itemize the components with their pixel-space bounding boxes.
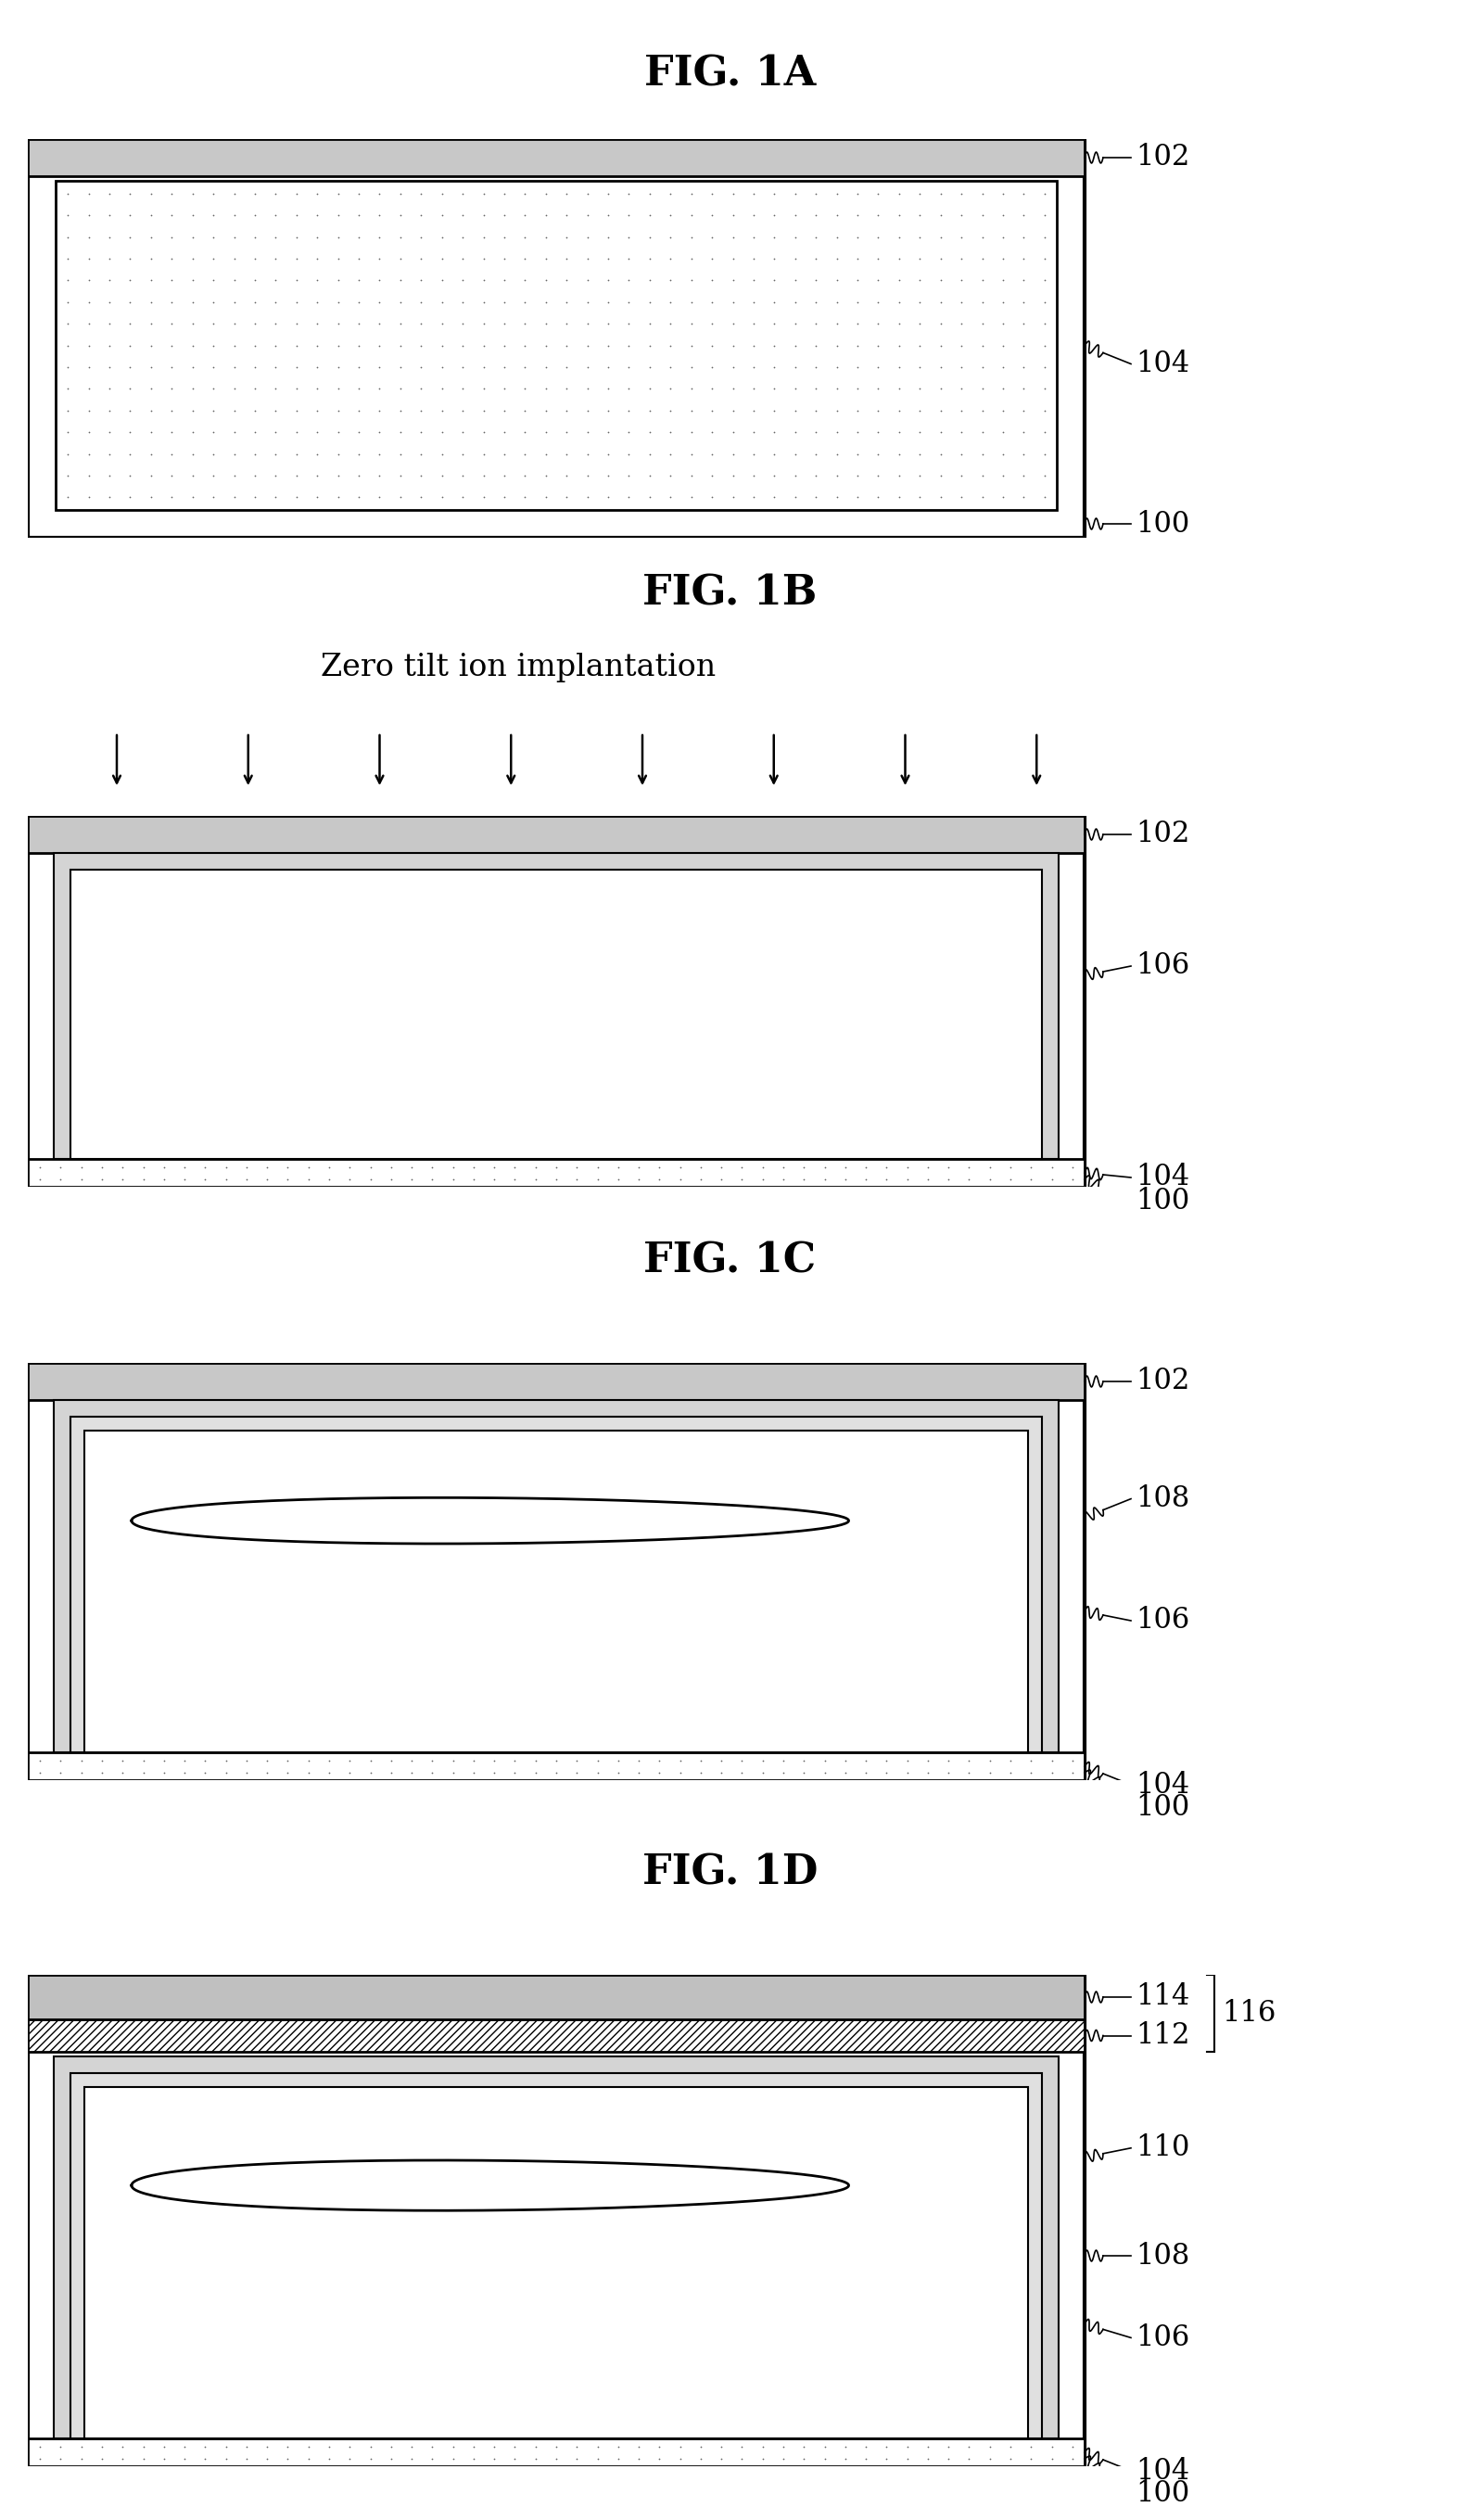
Bar xyxy=(1042,852,1058,1159)
Bar xyxy=(28,816,1085,852)
Bar xyxy=(28,1976,1085,2467)
Bar xyxy=(54,852,1058,869)
Bar xyxy=(54,1401,70,1751)
Text: 106: 106 xyxy=(1136,2323,1190,2351)
Text: FIG. 1A: FIG. 1A xyxy=(644,55,816,93)
Text: 102: 102 xyxy=(1136,1366,1190,1396)
Bar xyxy=(70,2074,85,2439)
Text: 116: 116 xyxy=(1222,1998,1276,2029)
Bar xyxy=(28,139,1085,176)
Bar xyxy=(1042,1401,1058,1751)
Bar xyxy=(29,1754,1083,1779)
Text: 100: 100 xyxy=(1136,509,1190,539)
Bar xyxy=(28,1363,1085,1401)
Bar xyxy=(28,1159,1085,1187)
Text: Zero tilt ion implantation: Zero tilt ion implantation xyxy=(321,653,717,683)
Bar xyxy=(54,852,1058,1159)
Polygon shape xyxy=(131,2160,848,2210)
Bar xyxy=(1028,1416,1042,1751)
Bar xyxy=(54,2056,1058,2439)
Text: FIG. 1D: FIG. 1D xyxy=(642,1852,818,1893)
Bar xyxy=(70,2074,1042,2439)
Bar xyxy=(28,1751,1085,1779)
Bar xyxy=(54,1401,1058,1751)
Bar xyxy=(57,181,1056,509)
Text: 104: 104 xyxy=(1136,1772,1190,1799)
Bar xyxy=(70,869,1042,1159)
Bar xyxy=(29,2439,1083,2465)
Bar xyxy=(28,2019,1085,2051)
Bar xyxy=(70,2074,1042,2087)
Text: 102: 102 xyxy=(1136,144,1190,171)
Text: 100: 100 xyxy=(1136,1794,1190,1822)
Bar xyxy=(54,2056,70,2439)
Text: 104: 104 xyxy=(1136,2457,1190,2485)
Polygon shape xyxy=(131,1497,848,1545)
Text: 114: 114 xyxy=(1136,1983,1190,2011)
Text: 102: 102 xyxy=(1136,819,1190,849)
Text: FIG. 1B: FIG. 1B xyxy=(642,575,818,612)
Bar xyxy=(85,1431,1028,1751)
Bar xyxy=(54,1401,1058,1416)
Text: 100: 100 xyxy=(1136,2480,1190,2507)
Text: 106: 106 xyxy=(1136,1605,1190,1635)
Text: 104: 104 xyxy=(1136,1164,1190,1192)
Bar xyxy=(55,181,1057,509)
Text: FIG. 1C: FIG. 1C xyxy=(644,1240,816,1280)
Bar xyxy=(70,1416,85,1751)
Text: 110: 110 xyxy=(1136,2134,1190,2162)
Text: 100: 100 xyxy=(1136,1187,1190,1215)
Text: 112: 112 xyxy=(1136,2021,1190,2049)
Bar xyxy=(28,816,1085,1187)
Text: 108: 108 xyxy=(1136,1484,1190,1512)
Bar xyxy=(70,1416,1042,1751)
Bar xyxy=(54,852,70,1159)
Text: 108: 108 xyxy=(1136,2240,1190,2271)
Text: 104: 104 xyxy=(1136,350,1190,378)
Bar xyxy=(29,1162,1083,1184)
Bar xyxy=(1042,2056,1058,2439)
Bar xyxy=(28,1363,1085,1779)
Bar xyxy=(1028,2074,1042,2439)
Bar xyxy=(70,1416,1042,1431)
Text: 106: 106 xyxy=(1136,953,1190,980)
Bar xyxy=(85,2087,1028,2439)
Bar xyxy=(28,139,1085,537)
Bar xyxy=(28,2439,1085,2467)
Bar xyxy=(28,1976,1085,2019)
Bar xyxy=(54,2056,1058,2074)
